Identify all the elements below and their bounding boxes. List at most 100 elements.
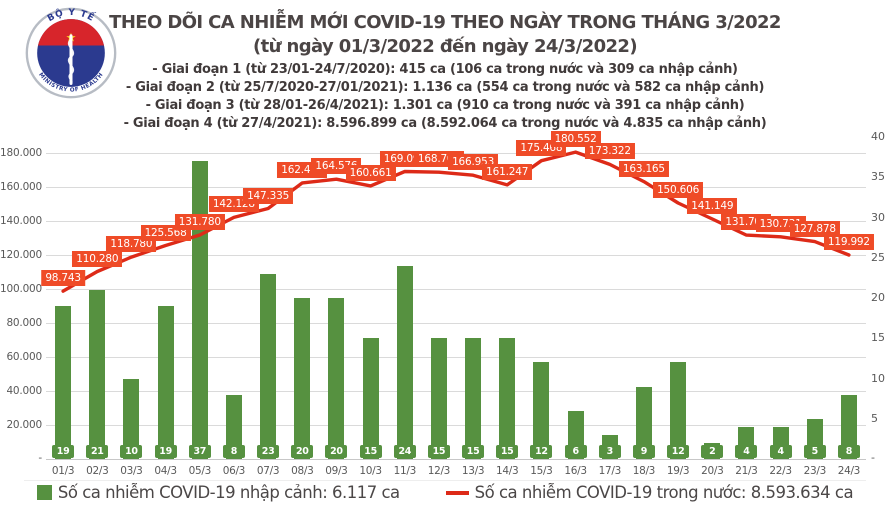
left-axis-tick-label: 40.000 — [6, 385, 42, 397]
left-axis-tick-label: 160.000 — [0, 181, 43, 193]
bar — [396, 265, 413, 459]
bar-value-badge: 15 — [427, 445, 450, 458]
left-axis-zero-label: - — [38, 452, 42, 464]
bar — [430, 338, 447, 460]
logo-top-text: BỘ Y TẾ — [46, 8, 98, 25]
bar — [260, 273, 277, 459]
bar — [123, 378, 140, 459]
line-value-label: 150.606 — [653, 182, 704, 198]
bar-value-badge: 10 — [120, 445, 143, 458]
bar — [362, 338, 379, 460]
bar — [89, 289, 106, 459]
x-axis-tick-label: 14/3 — [495, 465, 519, 477]
legend-item-imported: Số ca nhiễm COVID-19 nhập cảnh: 6.117 ca — [36, 483, 400, 502]
bar-value-badge: 15 — [359, 445, 382, 458]
right-axis-zero-label: - — [871, 451, 875, 464]
bar-value-badge: 19 — [154, 445, 177, 458]
period-summary-line-1: - Giai đoạn 1 (từ 23/01-24/7/2020): 415 … — [152, 62, 738, 77]
x-axis-tick-label: 01/3 — [51, 465, 75, 477]
line-value-label: 110.280 — [72, 250, 123, 267]
bar — [294, 298, 311, 459]
bar — [499, 338, 516, 460]
bar-value-badge: 2 — [701, 445, 724, 458]
chart-header: THEO DÕI CA NHIỄM MỚI COVID-19 THEO NGÀY… — [0, 11, 890, 133]
bar-value-badge: 4 — [769, 445, 792, 458]
legend-item-domestic: Số ca nhiễm COVID-19 trong nước: 8.593.6… — [445, 483, 854, 502]
bar-value-badge: 21 — [86, 445, 109, 458]
grid-line — [46, 289, 866, 290]
legend-label-imported: Số ca nhiễm COVID-19 nhập cảnh: 6.117 ca — [57, 483, 400, 502]
line-value-label: 98.743 — [41, 270, 85, 287]
x-axis-tick-label: 18/3 — [632, 465, 656, 477]
right-axis-tick-label: 30 — [871, 210, 885, 224]
chart-subtitle: (từ ngày 01/3/2022 đến ngày 24/3/2022) — [252, 36, 638, 57]
right-axis-tick-label: 40 — [871, 130, 885, 143]
x-axis-tick-label: 12/3 — [427, 465, 451, 477]
bar — [840, 394, 857, 459]
x-axis-tick-label: 09/3 — [325, 465, 348, 477]
line-value-label: 147.335 — [243, 187, 294, 204]
x-axis-tick-label: 04/3 — [154, 465, 177, 477]
right-axis-tick-label: 25 — [871, 250, 885, 264]
bar — [225, 394, 242, 459]
x-axis-baseline — [46, 459, 866, 460]
left-axis-tick-label: 180.000 — [0, 147, 43, 159]
right-axis-tick-label: 5 — [871, 411, 878, 425]
bar — [670, 362, 687, 459]
logo-red-segment — [38, 19, 104, 46]
period-summary: - Giai đoạn 1 (từ 23/01-24/7/2020): 415 … — [0, 61, 890, 133]
bar — [191, 161, 208, 459]
bar — [328, 298, 345, 459]
x-axis-tick-label: 22/3 — [769, 465, 792, 477]
right-axis-tick-label: 10 — [871, 371, 885, 385]
grid-line — [46, 357, 866, 358]
bar-value-badge: 24 — [393, 445, 416, 458]
period-summary-line-4: - Giai đoạn 4 (từ 27/4/2021): 8.596.899 … — [123, 116, 767, 131]
bar-value-badge: 4 — [735, 445, 758, 458]
grid-line — [46, 255, 866, 256]
bar-value-badge: 12 — [667, 445, 690, 458]
x-axis-tick-label: 15/3 — [530, 465, 553, 477]
x-axis-tick-label: 07/3 — [256, 465, 280, 477]
bar-value-badge: 5 — [803, 445, 826, 458]
bar — [533, 362, 550, 459]
legend: Số ca nhiễm COVID-19 nhập cảnh: 6.117 ca… — [0, 483, 890, 502]
bar — [55, 306, 72, 459]
x-axis-tick-label: 11/3 — [393, 465, 417, 477]
bar-value-badge: 9 — [632, 445, 655, 458]
period-summary-line-3: - Giai đoạn 3 (từ 28/01-26/4/2021): 1.30… — [145, 98, 745, 113]
bar-value-badge: 23 — [257, 445, 280, 458]
bar-value-badge: 20 — [325, 445, 348, 458]
x-axis-tick-label: 16/3 — [564, 465, 587, 477]
x-axis-tick-label: 19/3 — [666, 465, 690, 477]
grid-line — [46, 391, 866, 392]
bar-value-badge: 12 — [530, 445, 553, 458]
x-axis-tick-label: 13/3 — [461, 465, 485, 477]
bar-value-badge: 19 — [52, 445, 75, 458]
x-axis-tick-label: 02/3 — [86, 465, 109, 477]
x-axis-tick-label: 17/3 — [598, 465, 622, 477]
legend-label-domestic: Số ca nhiễm COVID-19 trong nước: 8.593.6… — [474, 483, 854, 502]
logo-snake-icon — [67, 39, 75, 84]
bar-value-badge: 3 — [598, 445, 621, 458]
line-value-label: 161.247 — [482, 163, 533, 180]
right-axis-tick-label: 15 — [871, 331, 885, 345]
bar-value-badge: 15 — [496, 445, 519, 458]
line-value-label: 141.149 — [687, 198, 738, 214]
ministry-of-health-logo: ★ BỘ Y TẾ MINISTRY OF HEALTH — [25, 8, 117, 99]
legend-swatch-imported-bar — [36, 485, 52, 500]
x-axis-tick-label: 24/3 — [837, 465, 861, 477]
grid-line — [46, 187, 866, 188]
grid-line — [46, 425, 866, 426]
bar-value-badge: 37 — [188, 445, 211, 458]
left-axis-tick-label: 140.000 — [0, 215, 43, 227]
bar-value-badge: 20 — [291, 445, 314, 458]
legend-swatch-domestic-line — [445, 490, 469, 495]
right-axis-tick-label: 35 — [871, 170, 885, 184]
line-value-label: 160.661 — [345, 164, 396, 181]
x-axis-tick-label: 23/3 — [803, 465, 827, 477]
x-axis-tick-label: 08/3 — [291, 465, 314, 477]
x-axis-tick-label: 03/3 — [120, 465, 143, 477]
right-axis-tick-label: 20 — [871, 291, 885, 304]
